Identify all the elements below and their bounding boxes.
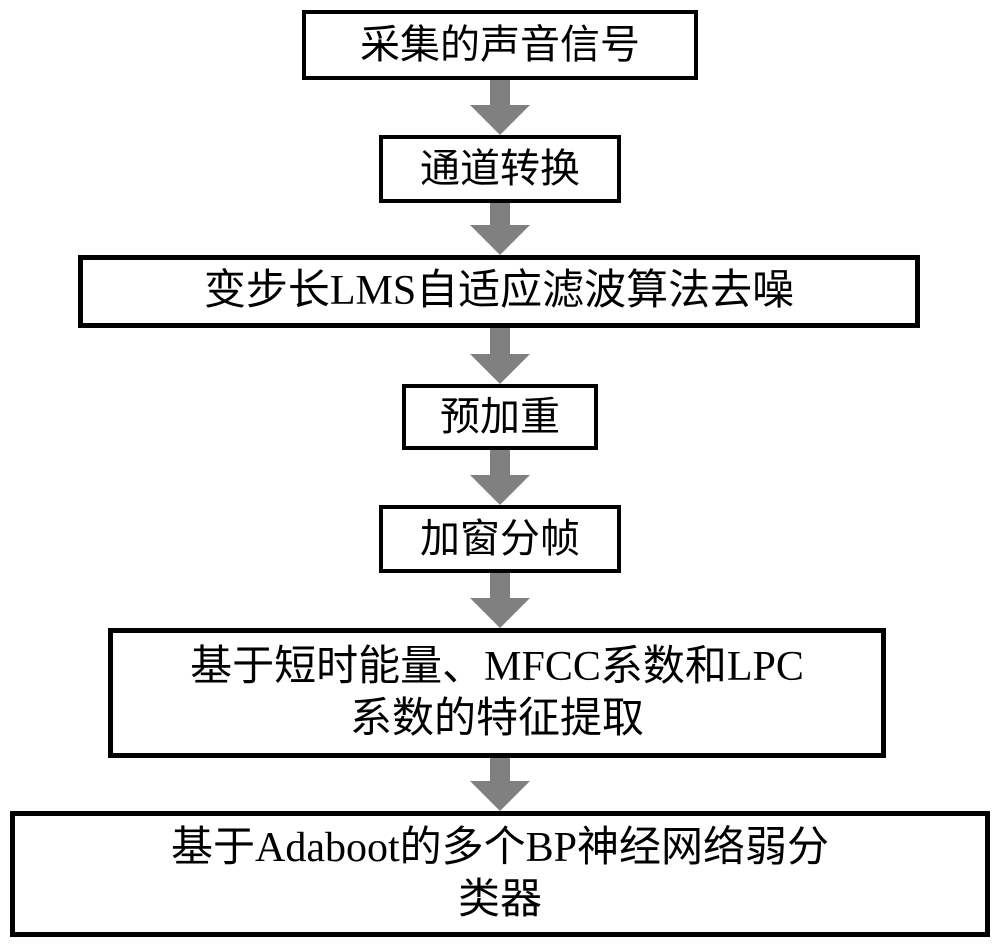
node-label: 预加重 bbox=[440, 392, 560, 442]
flowchart: 采集的声音信号 通道转换 变步长LMS自适应滤波算法去噪 预加重 加窗分帧 基于… bbox=[0, 0, 1000, 947]
node-window-frame: 加窗分帧 bbox=[379, 505, 621, 573]
node-lms-denoise: 变步长LMS自适应滤波算法去噪 bbox=[78, 255, 920, 328]
node-pre-emphasis: 预加重 bbox=[402, 384, 598, 450]
node-label: 采集的声音信号 bbox=[360, 20, 640, 70]
node-feature-extraction: 基于短时能量、MFCC系数和LPC 系数的特征提取 bbox=[108, 628, 886, 758]
node-label: 基于Adaboot的多个BP神经网络弱分 类器 bbox=[171, 822, 829, 927]
node-label: 加窗分帧 bbox=[420, 514, 580, 564]
node-adaboost-bp-classifier: 基于Adaboot的多个BP神经网络弱分 类器 bbox=[10, 811, 990, 937]
node-label: 变步长LMS自适应滤波算法去噪 bbox=[204, 265, 794, 318]
node-label: 通道转换 bbox=[420, 144, 580, 194]
node-label: 基于短时能量、MFCC系数和LPC 系数的特征提取 bbox=[190, 641, 804, 746]
node-channel-conversion: 通道转换 bbox=[379, 135, 621, 203]
node-collected-sound-signal: 采集的声音信号 bbox=[302, 10, 698, 80]
